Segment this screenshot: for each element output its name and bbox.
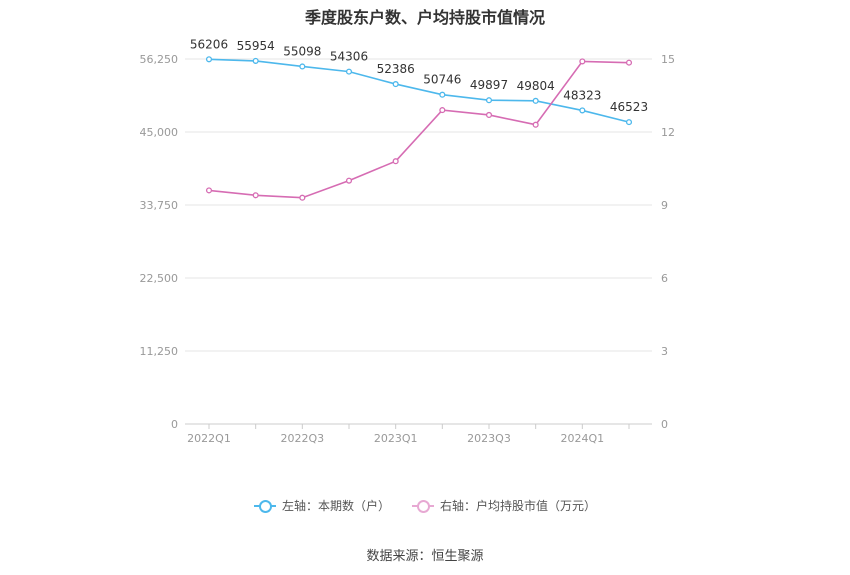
data-point-right [345,177,353,184]
data-label: 54306 [330,50,368,64]
data-point-right [485,111,493,119]
data-point-left [299,63,306,70]
y-left-tick-label: 56,250 [140,53,179,66]
data-point-right [205,187,213,194]
data-label: 56206 [190,37,228,51]
x-tick-label: 2024Q1 [561,432,605,445]
data-point-left [532,97,539,104]
data-point-right [299,194,306,201]
data-point-left [625,119,633,126]
y-left-tick-label: 11,250 [140,345,179,358]
data-point-right [579,58,586,65]
legend-marker-left-icon [253,499,276,513]
y-right-tick-label: 3 [661,345,668,358]
legend-item-left[interactable]: 左轴：本期数（户） [253,497,390,514]
data-point-right [532,121,539,128]
series-line-right [208,60,630,199]
data-point-right [625,59,633,66]
source-note: 数据来源：恒生聚源 [366,549,484,564]
x-tick-label: 2023Q1 [374,432,418,445]
legend-label-right: 右轴：户均持股市值（万元） [440,499,597,513]
y-left-tick-label: 33,750 [140,199,179,212]
data-label: 49804 [517,79,555,93]
data-label: 55954 [237,39,275,53]
y-right-tick-label: 15 [661,53,675,66]
chart-title: 季度股东户数、户均持股市值情况 [304,8,545,27]
data-point-left [439,91,446,98]
y-left-tick-label: 0 [171,418,178,431]
x-tick-label: 2022Q3 [281,432,325,445]
data-label: 52386 [377,62,415,76]
y-left-tick-label: 45,000 [140,126,179,139]
data-point-left [579,107,586,114]
y-right-tick-label: 12 [661,126,675,139]
y-right-tick-label: 6 [661,272,668,285]
y-right-tick-label: 9 [661,199,668,212]
x-tick-label: 2023Q3 [467,432,511,445]
data-label: 50746 [423,73,461,87]
x-tick-label: 2022Q1 [187,432,231,445]
data-point-right [252,192,259,199]
series-line-left [208,58,630,123]
data-point-right [392,158,399,165]
data-point-left [252,57,259,64]
data-point-left [485,97,493,104]
data-point-right [439,107,446,114]
legend-marker-right-icon [412,499,434,513]
legend-label-left: 左轴：本期数（户） [281,499,390,513]
data-label: 49897 [470,78,508,92]
data-label: 46523 [610,100,648,114]
y-right-tick-label: 0 [661,418,668,431]
data-point-left [392,81,399,88]
legend: 左轴：本期数（户） 右轴：户均持股市值（万元） [0,497,850,514]
data-point-left [205,56,213,63]
data-point-left [345,68,353,75]
data-label: 48323 [563,88,601,102]
data-label: 55098 [283,44,321,58]
y-left-tick-label: 22,500 [140,272,179,285]
legend-item-right[interactable]: 右轴：户均持股市值（万元） [412,497,596,514]
